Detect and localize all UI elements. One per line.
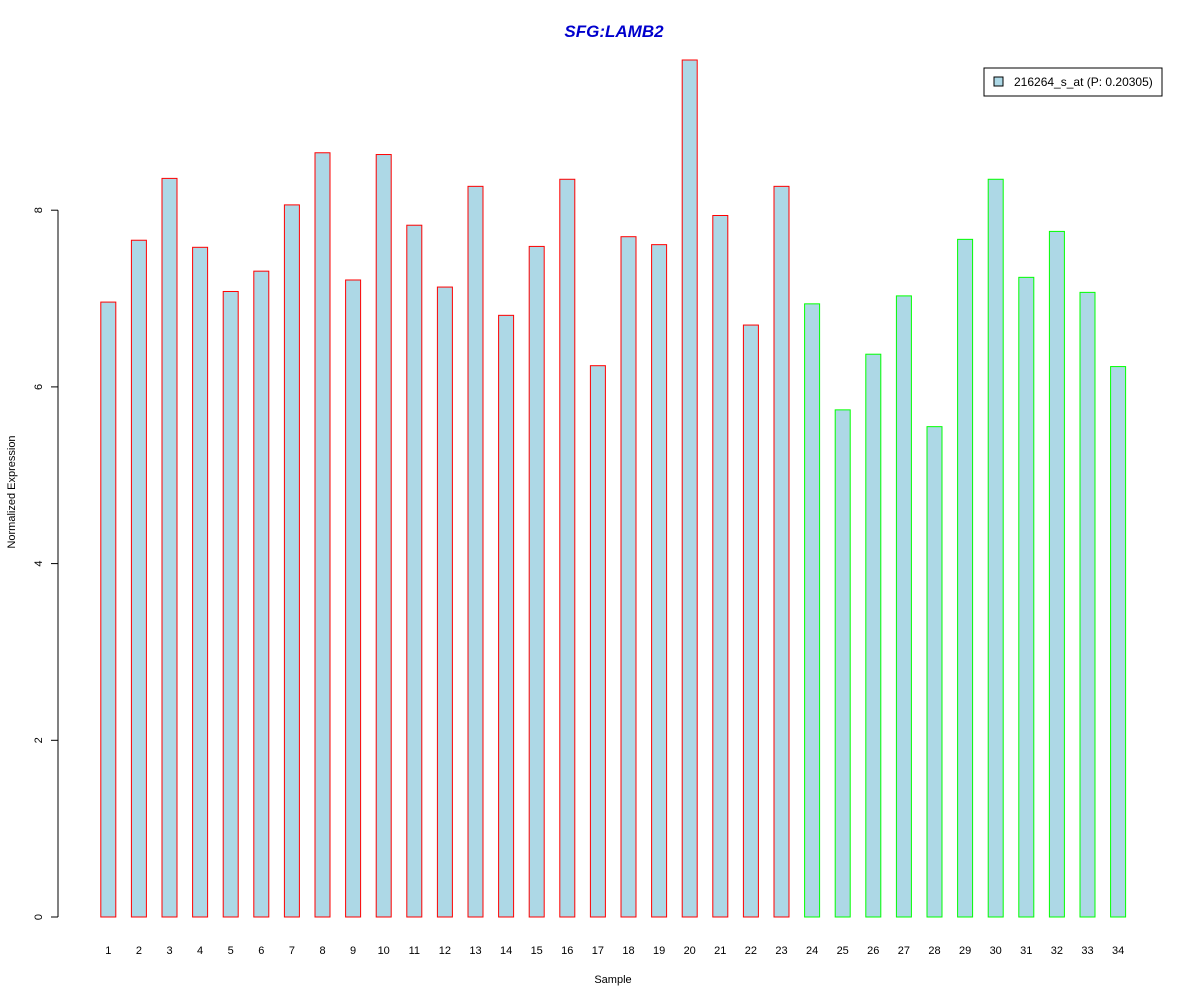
x-tick-label: 33 xyxy=(1081,945,1093,957)
x-tick-label: 8 xyxy=(319,945,325,957)
x-tick-label: 11 xyxy=(409,945,420,957)
bar xyxy=(681,59,698,918)
x-tick-label: 20 xyxy=(684,945,696,957)
bar xyxy=(130,239,147,918)
bar xyxy=(467,185,484,918)
bar xyxy=(834,409,851,918)
bar xyxy=(773,185,790,918)
bar xyxy=(804,303,821,918)
bar xyxy=(314,152,331,918)
x-tick-label: 25 xyxy=(837,945,849,957)
bar xyxy=(283,204,300,918)
x-tick-label: 9 xyxy=(350,945,356,957)
bar xyxy=(1079,291,1096,918)
x-tick-label: 28 xyxy=(928,945,940,957)
y-tick-label: 0 xyxy=(33,914,45,920)
y-tick-label: 4 xyxy=(33,561,45,567)
y-tick-label: 6 xyxy=(33,384,45,390)
x-tick-label: 6 xyxy=(258,945,264,957)
bar xyxy=(100,301,117,918)
x-tick-label: 19 xyxy=(653,945,665,957)
x-tick-label: 34 xyxy=(1112,945,1124,957)
x-tick-label: 3 xyxy=(166,945,172,957)
x-tick-label: 23 xyxy=(775,945,787,957)
bar xyxy=(1048,230,1065,918)
x-tick-label: 14 xyxy=(500,945,512,957)
x-tick-label: 32 xyxy=(1051,945,1063,957)
bar xyxy=(345,279,362,918)
bar xyxy=(589,365,606,918)
legend-swatch xyxy=(993,76,1004,87)
bars xyxy=(100,59,1127,918)
x-tick-label: 22 xyxy=(745,945,757,957)
bar xyxy=(987,178,1004,918)
x-axis-label: Sample xyxy=(594,974,631,986)
x-tick-label: 5 xyxy=(228,945,234,957)
bar xyxy=(865,353,882,918)
bar xyxy=(192,246,209,918)
chart-title: SFG:LAMB2 xyxy=(564,22,664,41)
x-tick-label: 7 xyxy=(289,945,295,957)
x-tick-label: 4 xyxy=(197,945,203,957)
x-tick-label: 31 xyxy=(1020,945,1032,957)
x-tick-label: 2 xyxy=(136,945,142,957)
bar xyxy=(895,295,912,918)
bar xyxy=(528,245,545,918)
bar xyxy=(559,178,576,918)
bar xyxy=(406,224,423,918)
x-tick-label: 16 xyxy=(561,945,573,957)
x-tick-label: 30 xyxy=(990,945,1002,957)
y-tick-label: 8 xyxy=(33,207,45,213)
bar xyxy=(742,324,759,918)
legend-label: 216264_s_at (P: 0.20305) xyxy=(1014,75,1153,89)
x-tick-label: 10 xyxy=(378,945,390,957)
x-tick-label: 24 xyxy=(806,945,818,957)
x-axis-tick-labels: 1 2 3 4 5 6 7 8 9 10 11 12 13 14 15 16 17 18 19 20 21 22 23 24 2… xyxy=(105,945,1124,957)
bar xyxy=(1018,276,1035,918)
legend: 216264_s_at (P: 0.20305) xyxy=(983,67,1163,97)
bar xyxy=(651,244,668,918)
bar xyxy=(620,236,637,918)
bar xyxy=(498,314,515,918)
bar xyxy=(161,177,178,918)
bar xyxy=(222,290,239,918)
x-tick-label: 1 xyxy=(105,945,111,957)
x-tick-label: 21 xyxy=(714,945,726,957)
legend-box xyxy=(983,67,1163,97)
x-tick-label: 26 xyxy=(867,945,879,957)
bar xyxy=(926,426,943,918)
bar xyxy=(1110,366,1127,918)
bar xyxy=(712,214,729,918)
y-axis-label: Normalized Expression xyxy=(6,435,18,548)
bar xyxy=(253,270,270,918)
bar xyxy=(957,238,974,918)
bar xyxy=(436,286,453,918)
x-tick-label: 12 xyxy=(439,945,451,957)
x-tick-label: 27 xyxy=(898,945,910,957)
x-tick-label: 17 xyxy=(592,945,604,957)
x-tick-label: 18 xyxy=(622,945,634,957)
y-tick-label: 2 xyxy=(33,737,45,743)
x-tick-label: 15 xyxy=(531,945,543,957)
x-tick-label: 29 xyxy=(959,945,971,957)
bar xyxy=(375,154,392,918)
y-axis: 0 2 4 6 8 xyxy=(33,207,59,920)
x-tick-label: 13 xyxy=(469,945,481,957)
